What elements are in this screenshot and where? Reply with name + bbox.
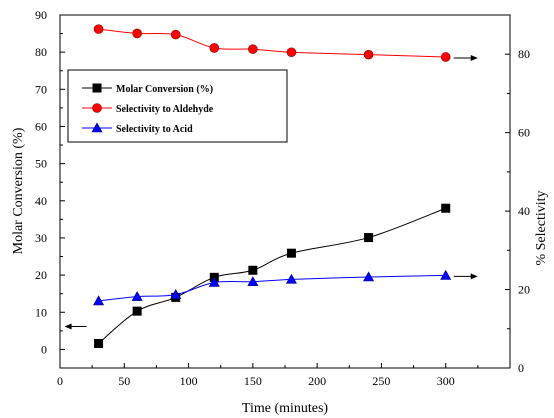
y-left-tick-label: 40	[35, 194, 47, 208]
axis-arrow-right	[470, 54, 478, 61]
plot-frame-group	[59, 14, 511, 369]
data-point-circle	[132, 28, 142, 39]
y-left-tick-label: 70	[35, 82, 47, 96]
data-point-square	[286, 248, 296, 258]
series-line	[98, 28, 446, 58]
data-point-square	[94, 338, 104, 348]
series-layer	[93, 24, 452, 348]
series-line	[98, 207, 446, 344]
data-point-triangle	[440, 269, 452, 280]
y-left-tick-label: 0	[41, 342, 47, 356]
legend-marker-square	[92, 83, 102, 93]
y-left-tick-label: 90	[35, 8, 47, 22]
x-tick-label: 0	[57, 374, 63, 388]
data-point-square	[132, 306, 142, 316]
y-left-tick-label: 60	[35, 119, 47, 133]
x-axis-title: Time (minutes)	[242, 401, 329, 416]
y-right-tick-label: 20	[518, 283, 530, 297]
data-point-square	[248, 265, 258, 275]
legend: Molar Conversion (%) Selectivity to Aldeh…	[67, 69, 288, 143]
y-right-axis-ticks: 0 20 40 60 80	[505, 47, 530, 375]
x-tick-label: 250	[372, 374, 390, 388]
legend-label: Selectivity to Acid	[116, 124, 193, 135]
data-point-circle	[440, 52, 451, 62]
legend-marker-triangle	[91, 122, 103, 133]
y-right-axis-title: % Selectivity	[534, 190, 549, 265]
data-point-triangle	[208, 276, 220, 287]
x-tick-label: 150	[244, 374, 262, 388]
legend-item: Molar Conversion (%)	[82, 83, 213, 95]
x-axis-ticks: 0 50 100 150 200 250 300	[57, 363, 479, 388]
y-right-tick-label: 40	[518, 204, 530, 218]
x-tick-label: 300	[437, 374, 455, 388]
data-point-circle	[170, 29, 181, 40]
data-point-circle	[248, 44, 258, 54]
data-point-triangle	[170, 289, 182, 299]
legend-box	[67, 69, 288, 143]
plot-frame	[59, 14, 511, 369]
data-point-triangle	[285, 273, 297, 284]
legend-item: Selectivity to Aldehyde	[82, 103, 214, 115]
series-circle	[93, 24, 451, 62]
y-right-tick-label: 0	[518, 361, 524, 375]
data-point-circle	[209, 43, 220, 53]
series-line	[98, 274, 446, 302]
y-right-tick-label: 80	[518, 47, 530, 61]
x-tick-label: 50	[118, 374, 130, 388]
data-point-circle	[93, 24, 104, 34]
data-point-circle	[363, 49, 374, 60]
data-point-triangle	[247, 276, 259, 287]
legend-label: Selectivity to Aldehyde	[116, 104, 214, 115]
series-triangle	[93, 269, 452, 306]
y-left-axis-title: Molar Conversion (%)	[11, 127, 26, 254]
axis-arrow-left	[64, 323, 72, 330]
y-right-tick-label: 60	[518, 126, 530, 140]
data-point-circle	[286, 47, 297, 58]
y-left-tick-label: 50	[35, 157, 47, 171]
y-left-tick-label: 30	[35, 231, 47, 245]
y-left-tick-label: 10	[35, 305, 47, 319]
x-tick-label: 100	[180, 374, 198, 388]
legend-item: Selectivity to Acid	[82, 122, 193, 135]
y-left-tick-label: 80	[35, 45, 47, 59]
data-point-triangle	[131, 290, 143, 301]
x-tick-label: 200	[308, 374, 326, 388]
legend-marker-circle	[92, 103, 102, 113]
axis-arrows	[64, 54, 478, 330]
data-point-triangle	[93, 295, 105, 306]
legend-label: Molar Conversion (%)	[116, 84, 213, 95]
y-left-tick-label: 20	[35, 268, 47, 282]
data-point-triangle	[363, 271, 375, 282]
y-left-axis-ticks: 0 10 20 30 40 50 60 70 80 90	[35, 8, 65, 369]
axis-arrow-right	[470, 273, 478, 280]
data-point-square	[364, 233, 374, 243]
series-square	[94, 203, 451, 348]
data-point-square	[441, 203, 451, 213]
